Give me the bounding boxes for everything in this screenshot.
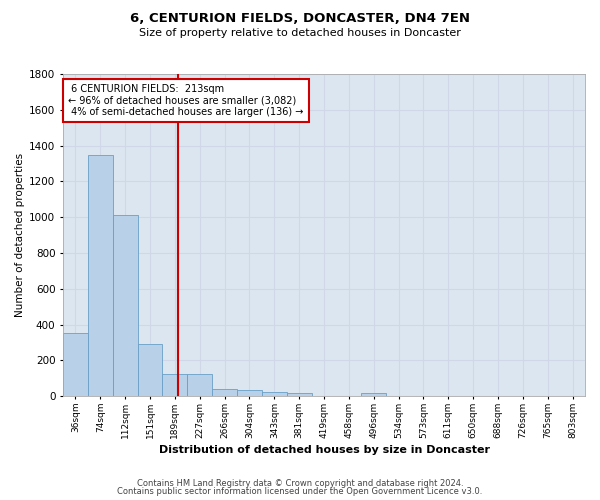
Text: Contains HM Land Registry data © Crown copyright and database right 2024.: Contains HM Land Registry data © Crown c… bbox=[137, 478, 463, 488]
Bar bbox=[63, 332, 88, 396]
Bar bbox=[287, 392, 311, 396]
Text: Contains public sector information licensed under the Open Government Licence v3: Contains public sector information licen… bbox=[118, 487, 482, 496]
Bar bbox=[187, 374, 212, 396]
Bar bbox=[237, 390, 262, 396]
Text: Size of property relative to detached houses in Doncaster: Size of property relative to detached ho… bbox=[139, 28, 461, 38]
Bar bbox=[361, 392, 386, 396]
Bar bbox=[88, 154, 113, 396]
Bar bbox=[262, 392, 287, 396]
Bar bbox=[163, 374, 187, 396]
X-axis label: Distribution of detached houses by size in Doncaster: Distribution of detached houses by size … bbox=[158, 445, 490, 455]
Bar bbox=[113, 216, 137, 396]
Text: 6 CENTURION FIELDS:  213sqm
← 96% of detached houses are smaller (3,082)
 4% of : 6 CENTURION FIELDS: 213sqm ← 96% of deta… bbox=[68, 84, 304, 117]
Text: 6, CENTURION FIELDS, DONCASTER, DN4 7EN: 6, CENTURION FIELDS, DONCASTER, DN4 7EN bbox=[130, 12, 470, 26]
Bar bbox=[137, 344, 163, 396]
Y-axis label: Number of detached properties: Number of detached properties bbox=[15, 153, 25, 317]
Bar bbox=[212, 389, 237, 396]
